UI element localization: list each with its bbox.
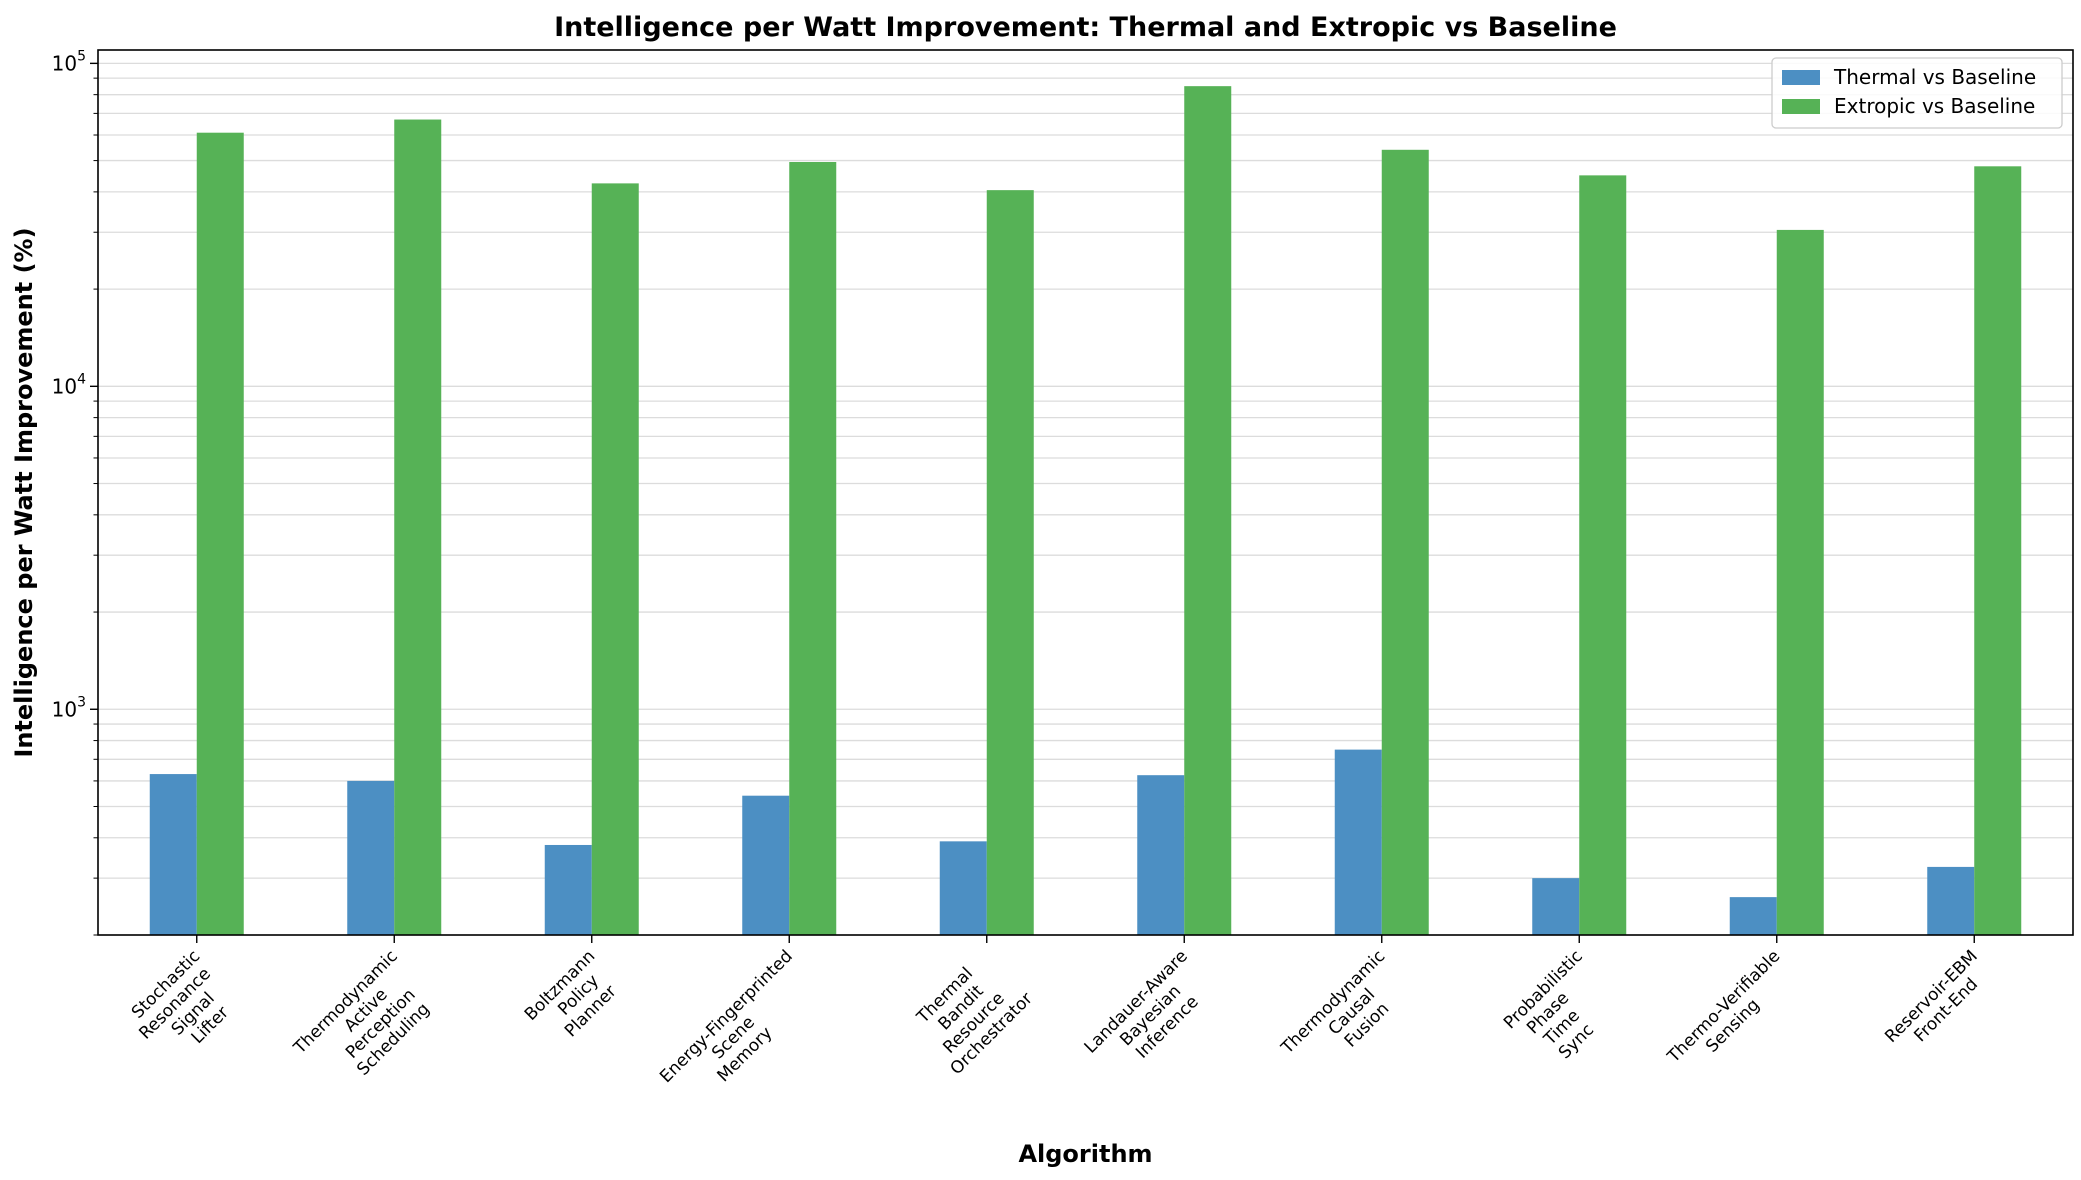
bar-thermal — [1729, 897, 1777, 935]
bar-thermal — [1137, 775, 1185, 935]
y-tick-label: 103 — [52, 694, 86, 721]
bar-extropic — [986, 190, 1034, 936]
bar-thermal — [347, 780, 395, 935]
bar-thermal — [1927, 866, 1975, 935]
legend-label: Extropic vs Baseline — [1834, 94, 2035, 118]
bar-thermal — [1334, 749, 1382, 935]
bar-extropic — [196, 132, 244, 935]
bar-extropic — [1776, 229, 1824, 936]
y-tick-label: 105 — [52, 48, 86, 75]
plot-frame — [97, 49, 2074, 936]
bar-extropic — [1184, 86, 1232, 935]
y-axis-label: Intelligence per Watt Improvement (%) — [10, 227, 38, 757]
bar-thermal — [149, 774, 197, 935]
legend: Thermal vs Baseline Extropic vs Baseline — [1771, 57, 2063, 129]
y-tick-label: 104 — [52, 371, 86, 398]
bar-extropic — [591, 183, 639, 936]
legend-box — [1771, 57, 2063, 129]
bar-extropic — [394, 119, 442, 935]
bar-thermal — [1532, 878, 1580, 935]
bar-thermal — [544, 844, 592, 935]
legend-label: Thermal vs Baseline — [1833, 65, 2036, 89]
bar-extropic — [1381, 149, 1429, 935]
legend-swatch — [1782, 99, 1820, 114]
legend-swatch — [1782, 70, 1820, 85]
bars — [149, 86, 2022, 936]
bar-extropic — [789, 161, 837, 935]
bar-thermal — [742, 795, 790, 935]
bar-thermal — [939, 841, 987, 935]
bar-extropic — [1974, 166, 2022, 935]
x-axis-label: Algorithm — [1018, 1140, 1152, 1168]
bar-extropic — [1579, 175, 1627, 935]
chart-title: Intelligence per Watt Improvement: Therm… — [554, 12, 1617, 43]
